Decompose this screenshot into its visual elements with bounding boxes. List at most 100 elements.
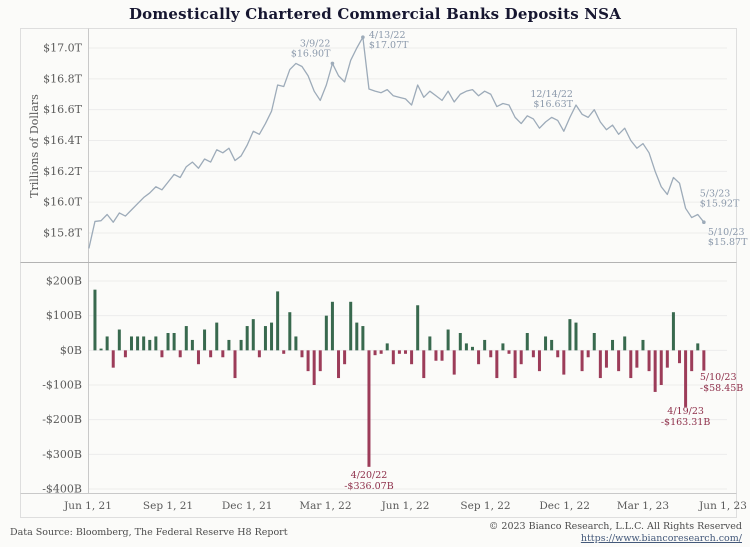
negative-change-bar: [422, 350, 426, 379]
positive-change-bar: [611, 339, 615, 351]
negative-change-bar: [440, 350, 444, 361]
positive-change-bar: [501, 343, 505, 351]
line-point-marker: [702, 220, 706, 225]
bar-annotation-date: 4/19/23: [667, 406, 704, 417]
x-tick-label: Jun 1, 23: [698, 500, 747, 512]
line-annotation-date: 12/14/22: [530, 89, 573, 100]
data-source-note: Data Source: Bloomberg, The Federal Rese…: [10, 527, 288, 538]
bar-annotation-value: -$163.31B: [661, 417, 710, 428]
positive-change-bar: [623, 336, 627, 351]
y-tick-label-bottom: -$300B: [42, 448, 82, 461]
y-tick-label-top: $16.2T: [43, 165, 82, 178]
bar-annotation-date: 5/10/23: [700, 372, 737, 383]
negative-change-bar: [635, 350, 639, 368]
negative-change-bar: [404, 350, 407, 354]
positive-change-bar: [696, 343, 700, 351]
negative-change-bar: [160, 350, 164, 358]
negative-change-bar: [531, 350, 535, 358]
y-tick-label-bottom: -$100B: [42, 379, 82, 392]
positive-change-bar: [288, 312, 292, 351]
negative-change-bar: [678, 350, 682, 364]
line-point-marker: [330, 61, 335, 66]
y-tick-label-bottom: $0B: [60, 344, 82, 357]
positive-change-bar: [93, 289, 97, 351]
negative-change-bar: [312, 350, 316, 385]
negative-change-bar: [221, 350, 225, 358]
negative-change-bar: [178, 350, 182, 358]
negative-change-bar: [391, 350, 395, 365]
negative-change-bar: [690, 350, 694, 372]
negative-change-bar: [233, 350, 237, 379]
positive-change-bar: [428, 336, 432, 351]
positive-change-bar: [172, 333, 176, 351]
negative-change-bar: [373, 350, 377, 356]
positive-change-bar: [592, 333, 596, 351]
x-tick-label: Jun 1, 22: [381, 500, 430, 512]
positive-change-bar: [251, 319, 255, 351]
positive-change-bar: [355, 322, 359, 351]
negative-change-bar: [477, 350, 481, 365]
negative-change-bar: [495, 350, 499, 379]
positive-change-bar: [574, 322, 578, 351]
line-annotation-value: $16.63T: [533, 99, 573, 110]
y-tick-label-top: $16.6T: [43, 103, 82, 116]
positive-change-bar: [129, 336, 133, 351]
positive-change-bar: [239, 339, 243, 351]
negative-change-bar: [629, 350, 633, 379]
deposits-line: [88, 36, 705, 249]
positive-change-bar: [550, 339, 554, 351]
positive-change-bar: [525, 333, 529, 351]
negative-change-bar: [257, 350, 261, 358]
negative-change-bar: [111, 350, 115, 368]
positive-change-bar: [464, 343, 468, 351]
line-annotation-value: $15.87T: [708, 237, 748, 248]
positive-change-bar: [215, 322, 219, 351]
y-tick-label-top: $15.8T: [43, 227, 82, 240]
y-tick-label-top: $16.4T: [43, 134, 82, 147]
y-tick-label-bottom: -$200B: [42, 413, 82, 426]
x-tick-label: Dec 1, 21: [222, 500, 273, 512]
x-tick-label: Sep 1, 21: [143, 500, 193, 512]
negative-change-bar: [209, 350, 213, 358]
positive-change-bar: [203, 329, 207, 351]
website-link[interactable]: https://www.biancoresearch.com/: [580, 533, 742, 544]
positive-change-bar: [270, 322, 274, 351]
positive-change-bar: [361, 326, 365, 351]
positive-change-bar: [245, 326, 249, 351]
positive-change-bar: [276, 291, 280, 351]
bar-annotation-date: 4/20/22: [351, 470, 388, 481]
negative-change-bar: [434, 350, 438, 361]
bar-annotation-value: -$336.07B: [344, 481, 393, 492]
negative-change-bar: [665, 350, 669, 368]
positive-change-bar: [483, 339, 487, 351]
negative-change-bar: [562, 350, 566, 375]
negative-change-bar: [306, 350, 310, 372]
negative-change-bar: [367, 350, 371, 467]
negative-change-bar: [196, 350, 200, 365]
positive-change-bar: [227, 339, 231, 351]
negative-change-bar: [123, 350, 127, 358]
chart-title: Domestically Chartered Commercial Banks …: [128, 5, 622, 23]
negative-change-bar: [556, 350, 560, 358]
y-tick-label-top: $16.0T: [43, 196, 82, 209]
negative-change-bar: [337, 350, 341, 379]
x-tick-label: Sep 1, 22: [460, 500, 510, 512]
x-tick-label: Mar 1, 22: [299, 500, 351, 512]
x-tick-label: Mar 1, 23: [617, 500, 669, 512]
positive-change-bar: [136, 336, 140, 351]
x-tick-label: Dec 1, 22: [539, 500, 590, 512]
figure-border: [20, 28, 737, 518]
positive-change-bar: [330, 301, 334, 351]
x-tick-label: Jun 1, 21: [63, 500, 112, 512]
positive-change-bar: [349, 301, 353, 351]
positive-change-bar: [416, 305, 420, 351]
positive-change-bar: [641, 339, 645, 351]
y-tick-label-top: $17.0T: [43, 42, 82, 55]
negative-change-bar: [489, 350, 493, 358]
positive-change-bar: [154, 336, 158, 351]
negative-change-bar: [617, 350, 621, 372]
negative-change-bar: [702, 350, 706, 371]
positive-change-bar: [446, 329, 450, 351]
negative-change-bar: [604, 350, 608, 368]
negative-change-bar: [519, 350, 523, 365]
